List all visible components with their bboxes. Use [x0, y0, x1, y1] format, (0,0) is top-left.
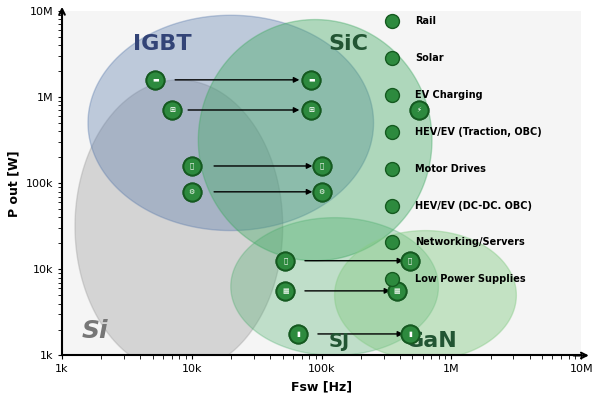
Text: IGBT: IGBT	[133, 34, 192, 54]
Text: SiC: SiC	[328, 34, 368, 54]
Polygon shape	[75, 80, 283, 373]
Text: Networking/Servers: Networking/Servers	[415, 238, 525, 248]
Polygon shape	[199, 20, 432, 261]
Text: ⚙: ⚙	[189, 189, 195, 195]
Text: ▮: ▮	[408, 331, 412, 337]
Text: SJ: SJ	[328, 332, 349, 351]
Text: 🚗: 🚗	[190, 163, 194, 169]
Text: ▬: ▬	[308, 77, 314, 83]
Text: Motor Drives: Motor Drives	[415, 164, 486, 174]
Text: ⚡: ⚡	[416, 107, 421, 113]
Text: HEV/EV (Traction, OBC): HEV/EV (Traction, OBC)	[415, 127, 542, 137]
Text: ⊞: ⊞	[308, 107, 314, 113]
Polygon shape	[231, 218, 439, 356]
Text: ⚙: ⚙	[319, 189, 325, 195]
Text: ▦: ▦	[282, 288, 289, 294]
Text: 🚗: 🚗	[320, 163, 324, 169]
Text: ⊞: ⊞	[169, 107, 175, 113]
Text: 🚙: 🚙	[283, 258, 287, 264]
Y-axis label: P out [W]: P out [W]	[7, 150, 20, 216]
Text: GaN: GaN	[406, 331, 458, 351]
Polygon shape	[88, 15, 374, 230]
Text: 🚙: 🚙	[408, 258, 412, 264]
Text: Si: Si	[82, 319, 108, 343]
Text: ▦: ▦	[394, 288, 400, 294]
Text: Rail: Rail	[415, 16, 436, 26]
Text: ▮: ▮	[296, 331, 300, 337]
Text: EV Charging: EV Charging	[415, 90, 483, 100]
Polygon shape	[335, 230, 517, 360]
Text: HEV/EV (DC-DC. OBC): HEV/EV (DC-DC. OBC)	[415, 201, 532, 211]
Text: Solar: Solar	[415, 53, 444, 63]
Text: Low Power Supplies: Low Power Supplies	[415, 274, 526, 284]
X-axis label: Fsw [Hz]: Fsw [Hz]	[291, 380, 352, 393]
Text: ▬: ▬	[152, 77, 159, 83]
